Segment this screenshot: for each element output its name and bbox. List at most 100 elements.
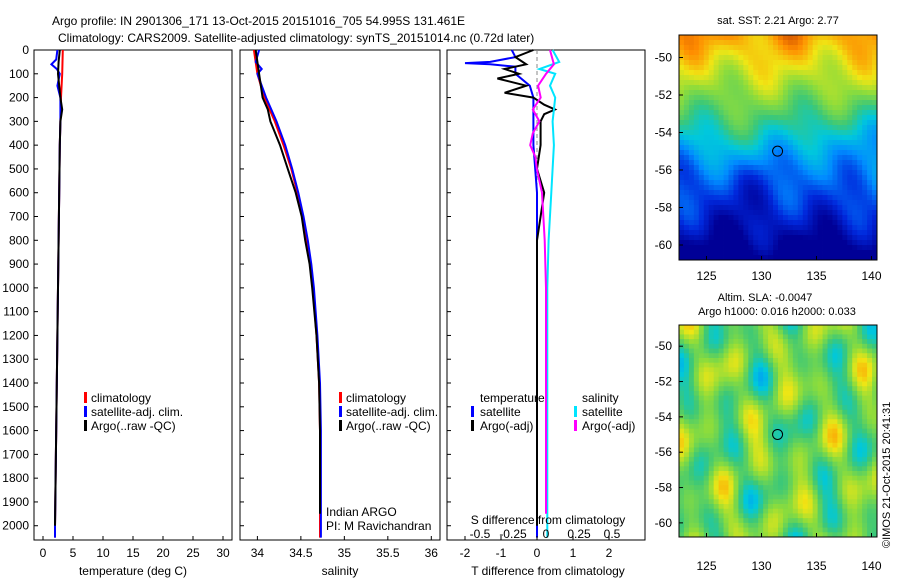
- sla-cell: [862, 414, 868, 420]
- sst-cell: [792, 180, 799, 186]
- sla-cell: [812, 447, 818, 453]
- sst-cell: [713, 35, 719, 41]
- sst-cell: [768, 215, 774, 221]
- sla-cell: [867, 376, 873, 382]
- sla-cell: [807, 504, 814, 510]
- sla-cell: [812, 499, 818, 505]
- sla-cell: [867, 456, 873, 463]
- depth-tick-label: 1000: [2, 281, 29, 295]
- sla-cell: [837, 466, 843, 472]
- sst-cell: [847, 190, 853, 196]
- sst-cell: [758, 235, 764, 241]
- sla-cell: [787, 461, 794, 467]
- sla-cell: [857, 353, 863, 359]
- sla-cell: [693, 452, 700, 458]
- sla-cell: [773, 532, 779, 538]
- sst-cell: [842, 250, 848, 256]
- sst-cell: [718, 55, 724, 61]
- sst-cell: [872, 60, 878, 66]
- sst-cell: [807, 175, 814, 181]
- sst-cell: [768, 115, 774, 121]
- sla-cell: [812, 428, 818, 434]
- sst-cell: [817, 190, 823, 196]
- sst-cell: [842, 200, 848, 206]
- sla-cell: [867, 339, 873, 345]
- sla-cell: [733, 442, 739, 448]
- sst-cell: [802, 200, 809, 206]
- sla-cell: [872, 527, 878, 533]
- sst-cell: [693, 220, 700, 226]
- sla-cell: [738, 386, 744, 392]
- sst-cell: [867, 90, 873, 96]
- sla-cell: [862, 466, 868, 472]
- sla-cell: [778, 405, 784, 411]
- sla-cell: [683, 518, 690, 524]
- sla-cell: [768, 343, 774, 349]
- sla-cell: [852, 400, 858, 406]
- sla-cell: [723, 423, 729, 430]
- sst-cell: [787, 105, 794, 111]
- sla-cell: [832, 367, 838, 373]
- sla-cell: [733, 353, 739, 359]
- sst-cell: [773, 100, 779, 106]
- sla-cell: [812, 466, 818, 472]
- sst-cell: [822, 120, 828, 126]
- depth-tick-label: 1200: [2, 328, 29, 342]
- sla-cell: [773, 367, 779, 373]
- sla-cell: [837, 433, 843, 439]
- sst-cell: [872, 75, 878, 81]
- sst-cell: [802, 115, 809, 121]
- sst-cell: [748, 165, 754, 171]
- sla-cell: [832, 362, 838, 368]
- sla-cell: [748, 480, 754, 486]
- sla-cell: [842, 471, 848, 477]
- sst-cell: [748, 170, 754, 176]
- sst-cell: [713, 160, 719, 166]
- sst-cell: [852, 50, 858, 56]
- sla-cell: [817, 461, 823, 467]
- sst-cell: [743, 75, 749, 81]
- sst-cell: [688, 215, 695, 221]
- sla-cell: [832, 325, 838, 331]
- sst-cell: [713, 205, 719, 211]
- sla-cell: [842, 400, 848, 406]
- sst-cell: [753, 220, 759, 226]
- sst-cell: [778, 140, 784, 146]
- depth-tick-label: 600: [9, 186, 29, 200]
- sst-cell: [763, 195, 769, 201]
- sla-cell: [758, 386, 764, 392]
- sla-cell: [748, 522, 754, 528]
- sla-cell: [862, 339, 868, 345]
- sst-cell: [698, 235, 705, 241]
- sla-cell: [817, 456, 823, 463]
- sla-cell: [812, 362, 818, 368]
- sla-cell: [708, 367, 715, 373]
- sla-cell: [718, 395, 724, 401]
- sst-cell: [787, 60, 794, 66]
- sst-cell: [703, 90, 710, 96]
- sla-cell: [847, 381, 853, 387]
- sla-cell: [733, 438, 739, 444]
- sla-cell: [857, 339, 863, 345]
- sst-cell: [693, 190, 700, 196]
- sst-cell: [842, 150, 848, 156]
- sst-cell: [768, 135, 774, 141]
- sla-cell: [817, 428, 823, 434]
- sla-cell: [753, 325, 759, 331]
- sst-cell: [679, 165, 685, 171]
- sla-cell: [872, 532, 878, 538]
- sla-cell: [683, 353, 690, 359]
- sst-cell: [758, 215, 764, 221]
- sla-cell: [738, 395, 744, 401]
- sla-cell: [738, 428, 744, 434]
- sst-cell: [683, 40, 690, 46]
- sla-cell: [857, 423, 863, 430]
- sst-cell: [703, 235, 710, 241]
- sla-cell: [768, 386, 774, 392]
- sla-cell: [733, 485, 739, 491]
- s-difference-tick-label: 0: [543, 527, 550, 541]
- sst-cell: [768, 150, 774, 156]
- sst-cell: [693, 200, 700, 206]
- sla-cell: [748, 499, 754, 505]
- sst-cell: [857, 130, 863, 136]
